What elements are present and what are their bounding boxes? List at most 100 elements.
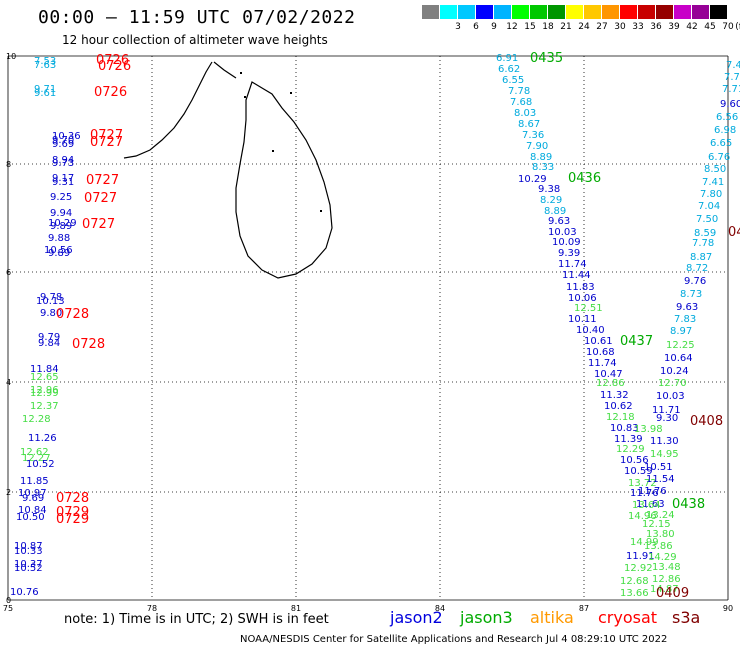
wave-height-value: 6.62	[498, 64, 520, 75]
pass-time-label: 0726	[94, 85, 127, 100]
wave-height-value: 11.32	[600, 390, 629, 401]
colorbar-tick-label: 15	[524, 22, 536, 32]
colorbar-swatch	[530, 5, 547, 19]
pass-time-label: 0728	[56, 491, 89, 506]
wave-height-value: 7.53	[34, 56, 56, 67]
units-note: note: 1) Time is in UTC; 2) SWH is in fe…	[64, 612, 329, 627]
wave-height-value: 9.69	[22, 493, 44, 504]
colorbar-tick-label: 39	[668, 22, 680, 32]
pass-time-label: 0727	[90, 135, 123, 150]
wave-height-value: 8.67	[518, 119, 540, 130]
wave-height-value: 7.04	[698, 201, 720, 212]
wave-height-value: 7.71	[722, 84, 740, 95]
wave-height-value: 7.41	[702, 177, 724, 188]
wave-height-value: 10.13	[36, 296, 65, 307]
wave-height-value: 7.41	[726, 60, 740, 71]
wave-height-value: 12.51	[574, 303, 603, 314]
wave-height-value: 9.61	[34, 88, 56, 99]
wave-height-value: 11.83	[566, 282, 595, 293]
colorbar-swatch	[548, 5, 565, 19]
wave-height-value: 9.79	[38, 332, 60, 343]
wave-height-value: 14.99	[630, 537, 659, 548]
wave-height-value: 8.94	[52, 155, 74, 166]
wave-height-value: 12.68	[620, 576, 649, 587]
wave-height-value: 12.37	[30, 401, 59, 412]
wave-height-value: 10.37	[14, 559, 43, 570]
colorbar-tick-label: 36	[650, 22, 662, 32]
wave-height-value: 12.15	[642, 519, 671, 530]
wave-height-value: 9.63	[676, 302, 698, 313]
wave-height-value: 8.59	[694, 228, 716, 239]
wave-height-value: 7.83	[674, 314, 696, 325]
wave-height-value: 12.29	[616, 444, 645, 455]
wave-height-value: 8.29	[540, 195, 562, 206]
wave-height-value: 11.76	[638, 486, 667, 497]
wave-height-value: 10.36	[52, 131, 81, 142]
colorbar-swatch	[584, 5, 601, 19]
wave-height-value: 6.65	[710, 138, 732, 149]
wave-height-value: 8.89	[544, 206, 566, 217]
colorbar-tick-label: 33	[632, 22, 644, 32]
wave-height-value: 10.40	[576, 325, 605, 336]
wave-height-value: 7.63	[34, 60, 56, 71]
island-dot	[290, 92, 292, 94]
colorbar-tick-label: 70	[722, 22, 734, 32]
pass-time-label: 0435	[530, 51, 563, 66]
wave-height-value: 10.61	[584, 336, 613, 347]
wave-height-value: 6.91	[496, 53, 518, 64]
colorbar-tick-label: 3	[455, 22, 461, 32]
sri-lanka-coastline	[235, 81, 333, 279]
latitude-tick-label: 2	[6, 488, 11, 497]
wave-height-value: 10.03	[548, 227, 577, 238]
wave-height-value: 10.64	[664, 353, 693, 364]
pass-time-label: 0436	[568, 171, 601, 186]
wave-height-value: 11.39	[614, 434, 643, 445]
wave-height-value: 12.96	[30, 385, 59, 396]
colorbar-tick-label: 45	[704, 22, 716, 32]
wave-height-value: 8.03	[514, 108, 536, 119]
wave-height-value: 8.72	[686, 263, 708, 274]
small-islands	[240, 72, 322, 212]
wave-height-value: 6.55	[502, 75, 524, 86]
wave-height-value: 10.51	[644, 462, 673, 473]
wave-height-value: 6.56	[716, 112, 738, 123]
longitude-tick-label: 75	[3, 604, 13, 613]
india-coastline	[123, 61, 237, 159]
wave-height-value: 13.86	[644, 541, 673, 552]
wave-height-value: 9.69	[52, 139, 74, 150]
pass-time-label: 0729	[56, 505, 89, 520]
colorbar-swatch	[692, 5, 709, 19]
wave-height-value: 7.68	[510, 97, 532, 108]
colorbar-tick-label: 42	[686, 22, 698, 32]
pass-time-label: 0726	[96, 53, 129, 68]
colorbar-swatch	[602, 5, 619, 19]
wave-height-value: 6.98	[714, 125, 736, 136]
colorbar-tick-label: 9	[491, 22, 497, 32]
wave-height-value: 10.09	[552, 237, 581, 248]
pass-time-label: 0727	[84, 191, 117, 206]
wave-height-value: 9.17	[52, 173, 74, 184]
wave-height-value: 10.29	[48, 218, 77, 229]
pass-time-label: 0408	[690, 414, 723, 429]
wave-height-value: 12.99	[30, 388, 59, 399]
colorbar-swatch	[476, 5, 493, 19]
wave-height-value: 9.89	[48, 248, 70, 259]
wave-height-value: 12.62	[20, 447, 49, 458]
island-dot	[320, 210, 322, 212]
colorbar-unit: (ft)	[735, 22, 740, 32]
wave-height-value: 9.88	[48, 233, 70, 244]
island-dot	[240, 72, 242, 74]
wave-height-value: 10.87	[14, 541, 43, 552]
pass-time-label: 0409	[656, 586, 689, 601]
wave-height-value: 10.68	[586, 347, 615, 358]
colorbar-swatch	[656, 5, 673, 19]
colorbar-tick-label: 18	[542, 22, 554, 32]
wave-height-value: 8.33	[532, 162, 554, 173]
wave-height-value: 6.76	[708, 152, 730, 163]
legend-jason2: jason2	[390, 608, 443, 627]
pass-time-label: 0437	[620, 334, 653, 349]
colorbar-swatch	[620, 5, 637, 19]
wave-height-value: 7.80	[700, 189, 722, 200]
wave-height-value: 8.97	[670, 326, 692, 337]
wave-height-value: 9.31	[52, 177, 74, 188]
